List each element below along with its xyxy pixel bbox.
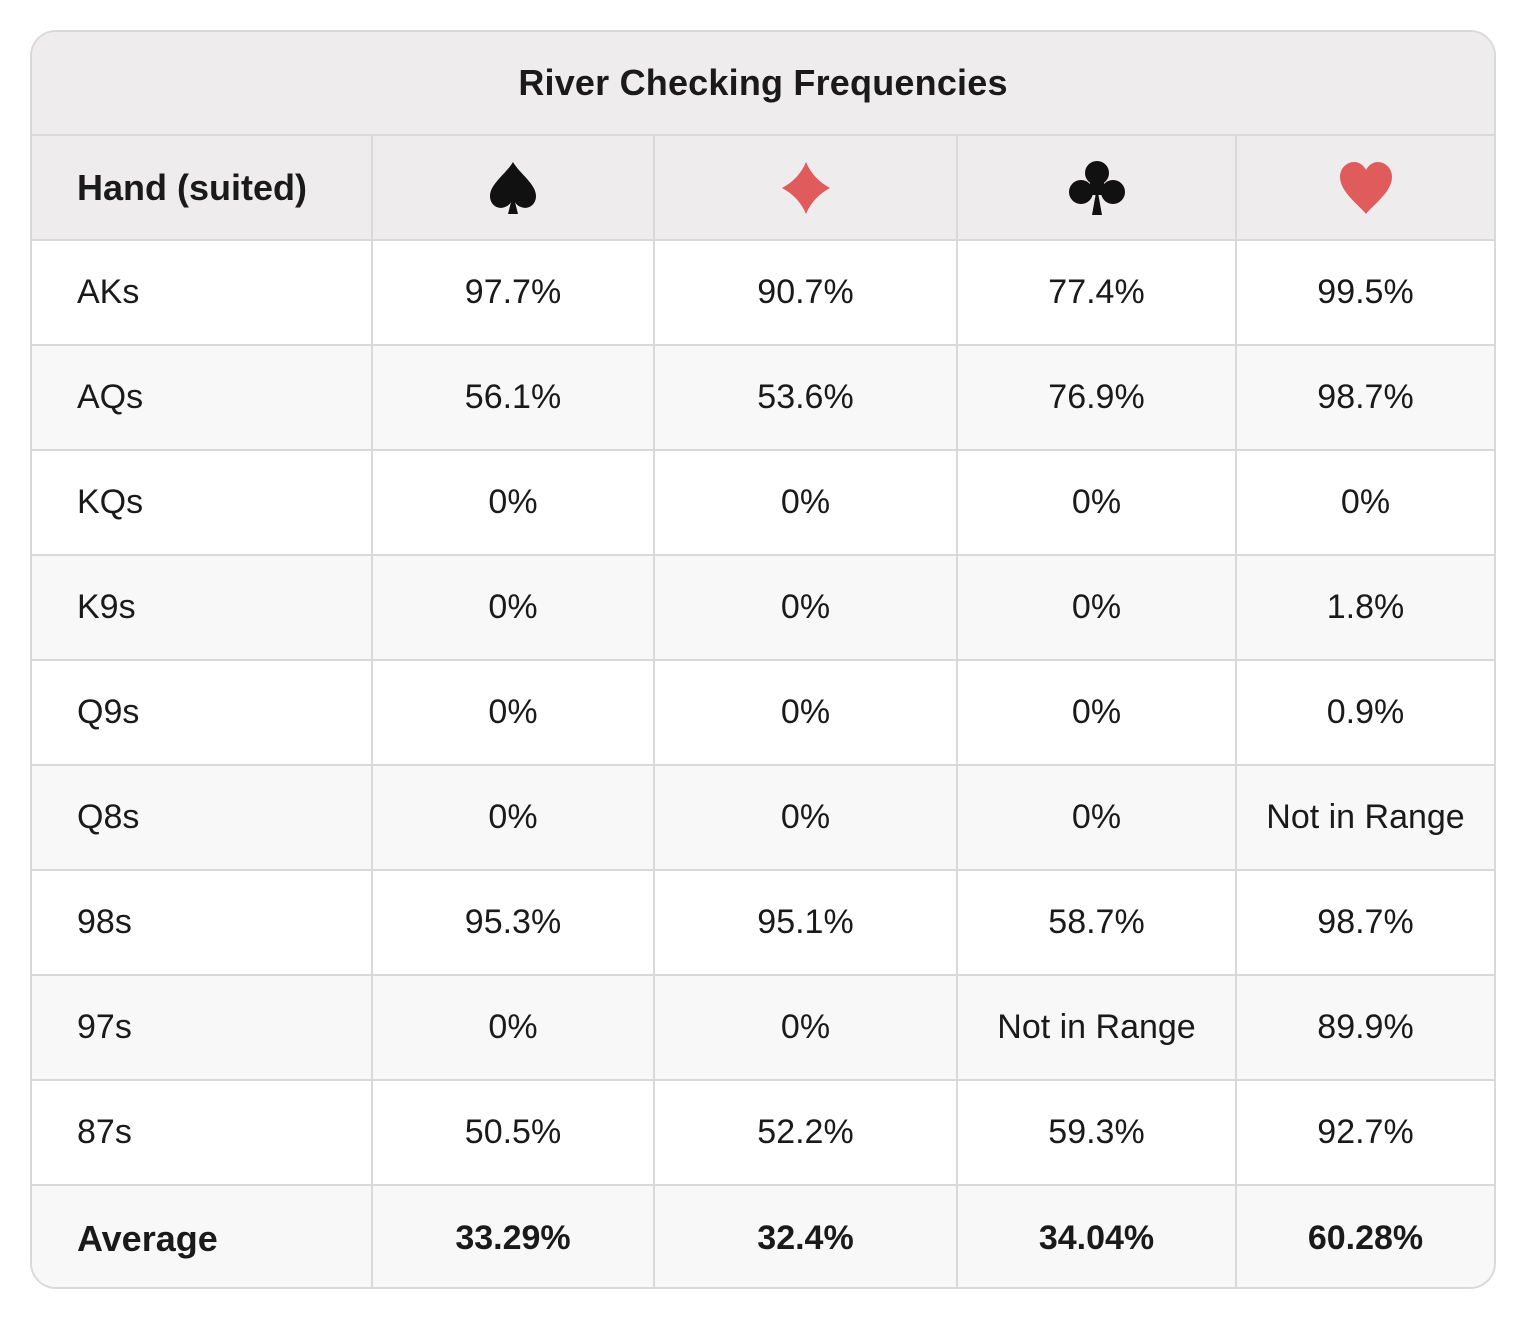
value-spade: 0% bbox=[373, 766, 655, 871]
value-heart: 0.9% bbox=[1237, 661, 1494, 766]
hand-label: Q8s bbox=[32, 766, 373, 871]
value-spade: 97.7% bbox=[373, 241, 655, 346]
header-heart bbox=[1237, 136, 1494, 241]
value-club: 0% bbox=[958, 451, 1237, 556]
header-club bbox=[958, 136, 1237, 241]
average-spade: 33.29% bbox=[373, 1186, 655, 1287]
value-heart: 92.7% bbox=[1237, 1081, 1494, 1186]
value-club: Not in Range bbox=[958, 976, 1237, 1081]
value-spade: 95.3% bbox=[373, 871, 655, 976]
value-diamond: 0% bbox=[655, 451, 958, 556]
value-spade: 0% bbox=[373, 661, 655, 766]
average-diamond: 32.4% bbox=[655, 1186, 958, 1287]
hand-label: KQs bbox=[32, 451, 373, 556]
value-spade: 0% bbox=[373, 976, 655, 1081]
value-club: 0% bbox=[958, 661, 1237, 766]
diamond-icon bbox=[781, 161, 830, 214]
hand-label: AQs bbox=[32, 346, 373, 451]
value-club: 58.7% bbox=[958, 871, 1237, 976]
value-diamond: 0% bbox=[655, 976, 958, 1081]
value-diamond: 90.7% bbox=[655, 241, 958, 346]
value-heart: Not in Range bbox=[1237, 766, 1494, 871]
value-diamond: 0% bbox=[655, 766, 958, 871]
value-spade: 56.1% bbox=[373, 346, 655, 451]
average-label: Average bbox=[32, 1186, 373, 1287]
average-club: 34.04% bbox=[958, 1186, 1237, 1287]
hand-label: AKs bbox=[32, 241, 373, 346]
value-heart: 1.8% bbox=[1237, 556, 1494, 661]
hand-label: 98s bbox=[32, 871, 373, 976]
value-heart: 99.5% bbox=[1237, 241, 1494, 346]
checking-frequency-table: River Checking Frequencies Hand (suited) bbox=[30, 30, 1496, 1289]
header-diamond bbox=[655, 136, 958, 241]
header-spade bbox=[373, 136, 655, 241]
value-heart: 0% bbox=[1237, 451, 1494, 556]
value-club: 76.9% bbox=[958, 346, 1237, 451]
table-title: River Checking Frequencies bbox=[32, 32, 1494, 136]
hand-label: K9s bbox=[32, 556, 373, 661]
value-heart: 98.7% bbox=[1237, 871, 1494, 976]
value-diamond: 0% bbox=[655, 661, 958, 766]
value-diamond: 95.1% bbox=[655, 871, 958, 976]
value-diamond: 53.6% bbox=[655, 346, 958, 451]
hand-label: 87s bbox=[32, 1081, 373, 1186]
header-hand: Hand (suited) bbox=[32, 136, 373, 241]
value-spade: 0% bbox=[373, 556, 655, 661]
heart-icon bbox=[1339, 161, 1392, 214]
hand-label: 97s bbox=[32, 976, 373, 1081]
value-club: 77.4% bbox=[958, 241, 1237, 346]
value-club: 59.3% bbox=[958, 1081, 1237, 1186]
value-heart: 89.9% bbox=[1237, 976, 1494, 1081]
table-grid: Hand (suited) bbox=[32, 136, 1494, 1287]
value-spade: 0% bbox=[373, 451, 655, 556]
spade-icon bbox=[490, 161, 536, 214]
value-diamond: 0% bbox=[655, 556, 958, 661]
value-club: 0% bbox=[958, 766, 1237, 871]
value-diamond: 52.2% bbox=[655, 1081, 958, 1186]
value-heart: 98.7% bbox=[1237, 346, 1494, 451]
hand-label: Q9s bbox=[32, 661, 373, 766]
value-club: 0% bbox=[958, 556, 1237, 661]
value-spade: 50.5% bbox=[373, 1081, 655, 1186]
club-icon bbox=[1068, 160, 1125, 215]
average-heart: 60.28% bbox=[1237, 1186, 1494, 1287]
